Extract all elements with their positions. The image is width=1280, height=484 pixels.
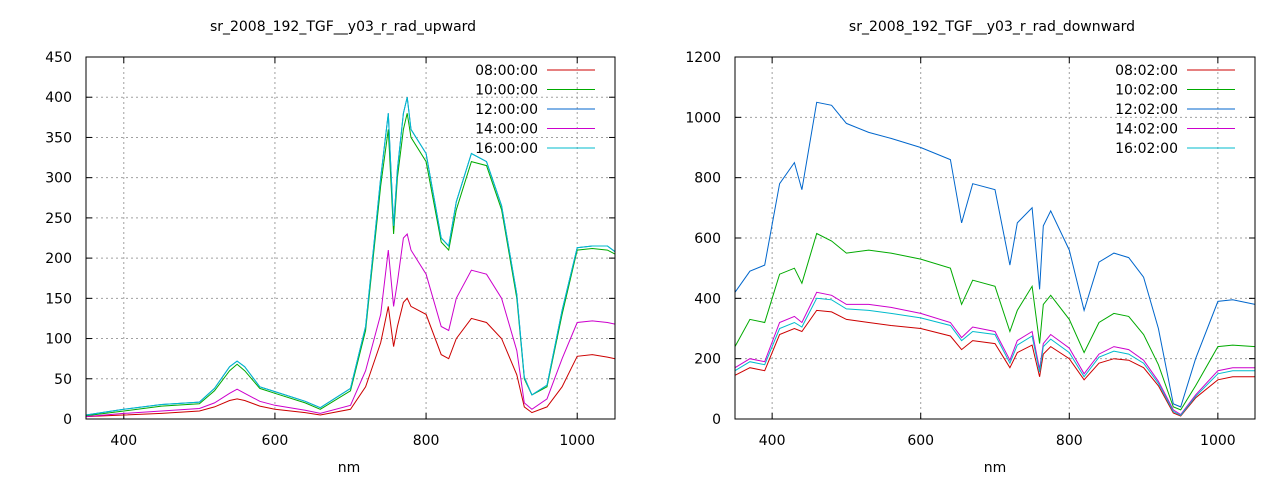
series-line-3 [85, 232, 616, 418]
chart-panel-downward: sr_2008_192_TGF__y03_r_rad_downward nm 0… [685, 19, 1256, 476]
y-tick-label: 50 [54, 372, 72, 388]
y-tick-label: 1200 [685, 50, 721, 66]
y-tick-label: 100 [45, 332, 72, 348]
legend-label: 10:02:00 [1115, 83, 1178, 99]
legend-label: 08:02:00 [1115, 63, 1178, 79]
x-tick-label: 400 [759, 433, 786, 449]
y-tick-label: 600 [694, 231, 721, 247]
legend-label: 12:02:00 [1115, 102, 1178, 118]
axis-ticks: 0 200 400 600 800 1000 1200 400 600 800 1000 [685, 50, 1255, 449]
y-tick-label: 250 [45, 211, 72, 227]
plot-frame [85, 56, 616, 420]
x-tick-label: 400 [110, 433, 137, 449]
series-line-4 [85, 97, 616, 416]
legend-label: 10:00:00 [475, 83, 538, 99]
x-tick-label: 1000 [1200, 433, 1236, 449]
y-tick-label: 450 [45, 50, 72, 66]
y-tick-label: 350 [45, 130, 72, 146]
axis-ticks: 0 50 100 150 200 250 300 350 400 450 400 600 800 1000 [45, 50, 615, 449]
x-axis-label: nm [984, 460, 1007, 476]
series-line-0 [85, 297, 616, 418]
legend-label: 14:00:00 [475, 122, 538, 138]
legend-label: 14:02:00 [1115, 122, 1178, 138]
plot-frame [734, 56, 1256, 420]
x-tick-label: 800 [1056, 433, 1083, 449]
x-tick-label: 800 [413, 433, 440, 449]
series-lines [734, 101, 1256, 417]
grid-lines [86, 57, 615, 419]
legend: 08:00:00 10:00:00 12:00:00 14:00:00 16:00:00 [475, 63, 595, 157]
series-lines [85, 97, 616, 418]
y-tick-label: 0 [63, 412, 72, 428]
series-line-1 [734, 232, 1256, 411]
y-tick-label: 150 [45, 291, 72, 307]
series-line-3 [734, 291, 1255, 416]
legend-label: 08:00:00 [475, 63, 538, 79]
series-line-4 [734, 297, 1255, 417]
y-tick-label: 800 [694, 171, 721, 187]
legend-label: 12:00:00 [475, 102, 538, 118]
y-tick-label: 200 [694, 352, 721, 368]
legend-label: 16:00:00 [475, 141, 538, 157]
x-tick-label: 600 [262, 433, 289, 449]
series-line-1 [85, 113, 616, 417]
x-tick-label: 600 [907, 433, 934, 449]
series-line-0 [734, 309, 1255, 417]
y-tick-label: 400 [45, 90, 72, 106]
chart-title: sr_2008_192_TGF__y03_r_rad_upward [210, 19, 476, 35]
x-axis-label: nm [338, 460, 361, 476]
y-tick-label: 200 [45, 251, 72, 267]
x-tick-label: 1000 [559, 433, 595, 449]
y-tick-label: 400 [694, 291, 721, 307]
y-tick-label: 1000 [685, 110, 721, 126]
series-line-2 [734, 101, 1256, 408]
y-tick-label: 0 [712, 412, 721, 428]
legend-label: 16:02:00 [1115, 141, 1178, 157]
chart-panel-upward: sr_2008_192_TGF__y03_r_rad_upward nm 0 50… [45, 19, 616, 476]
legend: 08:02:00 10:02:00 12:02:00 14:02:00 16:02:00 [1115, 63, 1235, 157]
chart-title: sr_2008_192_TGF__y03_r_rad_downward [849, 19, 1135, 35]
y-tick-label: 300 [45, 171, 72, 187]
